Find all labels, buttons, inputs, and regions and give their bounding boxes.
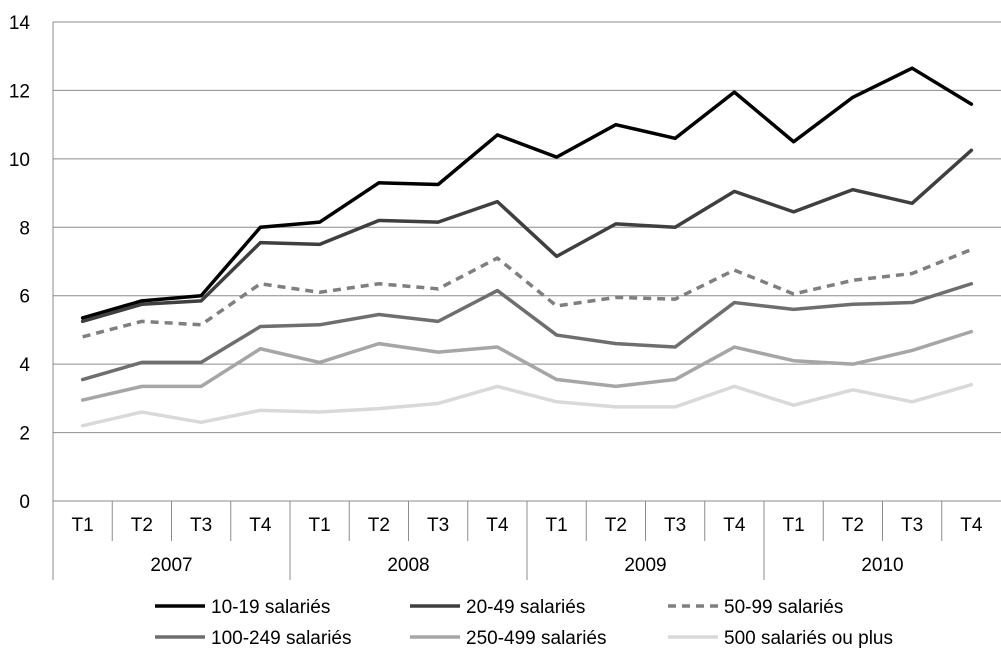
y-tick-label: 6 (19, 287, 30, 308)
series-line-3 (82, 247, 973, 339)
x-tick-label: T4 (249, 515, 272, 536)
x-tick-label: T3 (427, 515, 449, 536)
year-label: 2007 (150, 555, 192, 576)
y-tick-label: 8 (19, 218, 30, 239)
series-line-4 (80, 281, 974, 382)
x-tick-label: T2 (368, 515, 390, 536)
x-tick-label: T3 (190, 515, 212, 536)
legend-label: 250-499 salariés (466, 628, 606, 648)
x-tick-label: T1 (546, 515, 568, 536)
y-tick-label: 0 (19, 492, 30, 513)
legend-label: 50-99 salariés (724, 597, 843, 618)
x-tick-label: T2 (131, 515, 153, 536)
x-tick-label: T1 (783, 515, 805, 536)
y-tick-label: 14 (9, 13, 31, 34)
series-line-2 (80, 148, 974, 324)
y-axis: 0 2 4 6 8 10 12 14 (9, 13, 31, 513)
legend-label: 10-19 salariés (211, 597, 330, 618)
x-tick-label: T1 (72, 515, 94, 536)
x-axis: T1 T2 T3 T4 T1 T2 T3 T4 T1 T2 T3 T4 T1 T2 T3 T4 2007 2008… (52, 22, 983, 580)
y-tick-label: 10 (9, 150, 30, 171)
x-tick-label: T3 (901, 515, 923, 536)
legend-label: 100-249 salariés (211, 628, 351, 648)
x-tick-label: T4 (960, 515, 983, 536)
legend-label: 20-49 salariés (466, 597, 585, 618)
x-tick-label: T2 (842, 515, 864, 536)
y-tick-label: 2 (19, 424, 30, 445)
series-line-1 (80, 66, 974, 320)
x-tick-label: T3 (664, 515, 686, 536)
series-lines (80, 66, 974, 428)
y-tick-label: 12 (9, 81, 30, 102)
x-tick-label: T4 (723, 515, 746, 536)
legend: 10-19 salariés 20-49 salariés 50-99 salari… (155, 597, 893, 648)
y-tick-label: 4 (19, 355, 30, 376)
series-line-6 (80, 382, 974, 428)
x-tick-label: T4 (486, 515, 509, 536)
year-label: 2010 (861, 555, 903, 576)
x-tick-label: T1 (309, 515, 331, 536)
x-tick-label: T2 (605, 515, 627, 536)
year-label: 2009 (624, 555, 666, 576)
series-line-5 (80, 329, 974, 402)
year-label: 2008 (387, 555, 429, 576)
legend-label: 500 salariés ou plus (724, 628, 893, 648)
